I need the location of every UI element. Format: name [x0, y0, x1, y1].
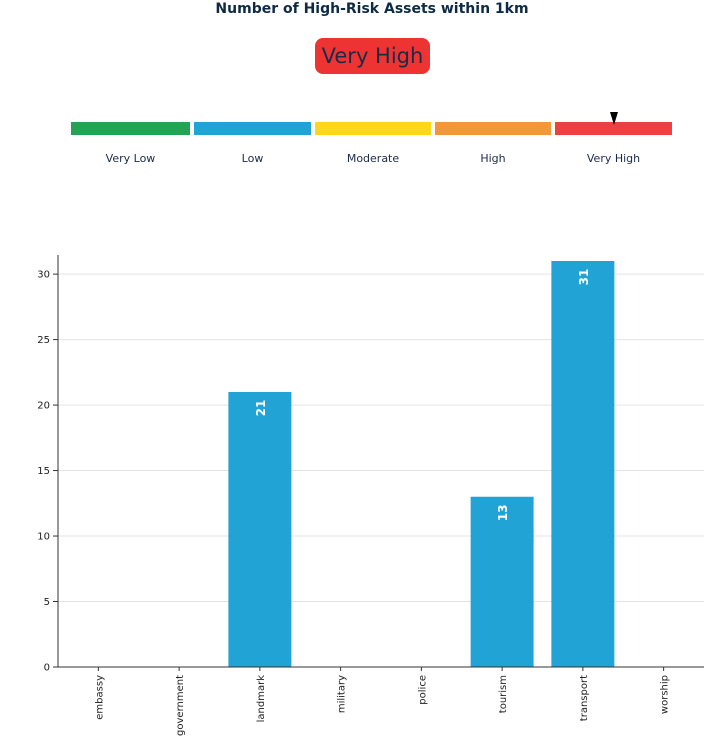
scale-label-low: Low — [241, 152, 264, 165]
scale-segment-very-high — [555, 122, 672, 135]
x-tick-label-police: police — [417, 675, 428, 705]
risk-level-badge: Very High — [315, 38, 430, 74]
y-tick-label: 30 — [37, 270, 50, 281]
x-tick-label-embassy: embassy — [94, 675, 105, 720]
bar-tourism — [470, 496, 534, 667]
chart-title: Number of High-Risk Assets within 1km — [215, 1, 529, 17]
y-tick-label: 15 — [37, 466, 50, 477]
y-tick-label: 25 — [37, 335, 50, 346]
bar-transport — [551, 261, 615, 667]
risk-marker-icon — [610, 112, 618, 125]
scale-label-high: High — [480, 152, 506, 165]
data-label-landmark: 21 — [254, 400, 268, 417]
scale-label-very-high: Very High — [586, 152, 641, 165]
scale-segment-low — [194, 122, 311, 135]
y-tick-label: 0 — [44, 663, 50, 674]
x-tick-label-tourism: tourism — [498, 675, 509, 713]
scale-label-moderate: Moderate — [346, 152, 400, 165]
data-label-tourism: 13 — [496, 504, 510, 521]
bar-landmark — [228, 391, 292, 667]
scale-segment-moderate — [315, 122, 431, 135]
y-tick-label: 20 — [37, 401, 50, 412]
x-tick-label-transport: transport — [579, 675, 590, 721]
scale-segment-very-low — [71, 122, 190, 135]
x-tick-label-worship: worship — [660, 675, 671, 714]
data-label-transport: 31 — [577, 269, 591, 286]
scale-segment-high — [435, 122, 551, 135]
x-tick-label-landmark: landmark — [256, 675, 267, 723]
scale-label-very-low: Very Low — [105, 152, 156, 165]
x-tick-label-military: military — [337, 675, 348, 713]
y-tick-label: 5 — [44, 597, 50, 608]
y-tick-label: 10 — [37, 532, 50, 543]
x-tick-label-government: government — [175, 675, 186, 736]
